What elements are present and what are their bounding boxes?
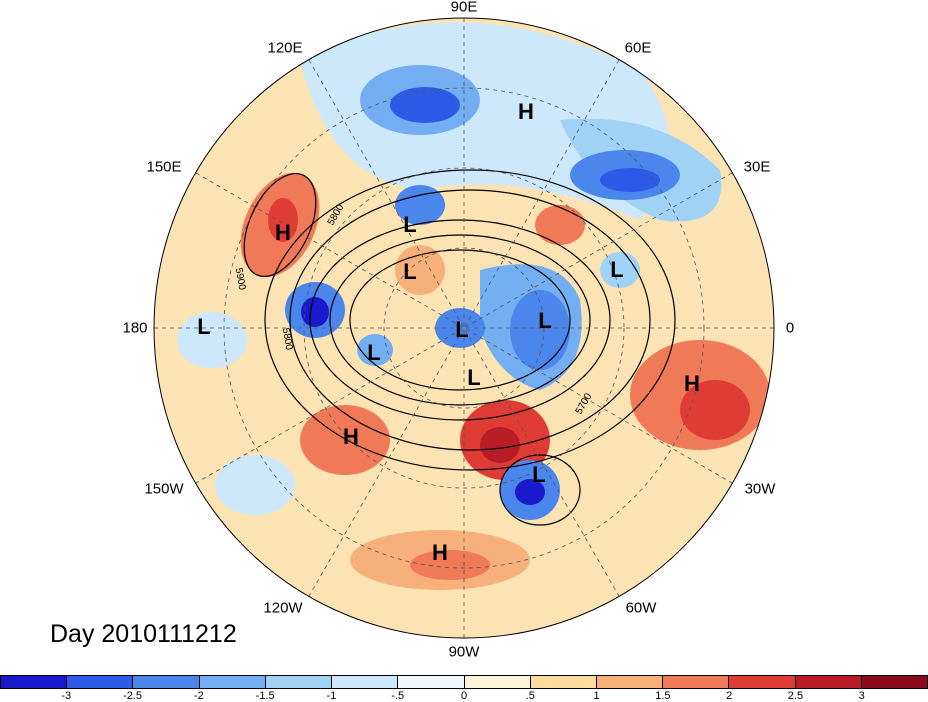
lon-label-30w: 30W (744, 480, 776, 498)
colorbar-segment (398, 676, 465, 688)
colorbar-segment (1, 676, 68, 688)
low-center: L (538, 308, 552, 333)
date-title: Day 2010111212 (50, 620, 237, 648)
high-center: H (684, 371, 700, 396)
lon-label-150e: 150E (146, 158, 182, 176)
high-center: H (432, 540, 448, 565)
high-center: H (343, 424, 359, 449)
colorbar-tick-label: -.5 (391, 690, 405, 702)
colorbar-tick-label: 3 (858, 690, 865, 702)
colorbar-tick-label: -1.5 (255, 690, 275, 702)
colorbar-tick-label: .5 (525, 690, 535, 702)
colorbar (0, 675, 928, 689)
colorbar-segment (332, 676, 399, 688)
lon-label-120e: 120E (267, 39, 303, 57)
colorbar-tick-label: -3 (61, 690, 72, 702)
colorbar-tick-label: -2.5 (123, 690, 143, 702)
low-center: L (455, 317, 469, 342)
anomaly-field (154, 18, 774, 638)
low-center: L (403, 212, 417, 237)
colorbar-tick-label: 1.5 (655, 690, 671, 702)
colorbar-tick-label: -1 (326, 690, 337, 702)
colorbar-tick-label: 2.5 (787, 690, 804, 702)
colorbar-segment (663, 676, 730, 688)
lon-label-90w: 90W (448, 643, 480, 661)
lon-label-180: 180 (122, 319, 148, 337)
colorbar-tick-label: 2 (726, 690, 733, 702)
colorbar-segment (67, 676, 134, 688)
lon-label-120w: 120W (263, 599, 303, 617)
lon-label-150w: 150W (144, 480, 184, 498)
colorbar-segment (729, 676, 796, 688)
colorbar-segment (795, 676, 862, 688)
map-border (153, 17, 775, 639)
low-center: L (532, 462, 546, 487)
lon-label-0: 0 (785, 319, 795, 337)
colorbar-segment (133, 676, 200, 688)
colorbar-segment (265, 676, 333, 688)
lon-label-90e: 90E (450, 0, 478, 16)
low-center: L (403, 259, 417, 284)
low-center: L (197, 314, 211, 339)
high-center: H (518, 99, 534, 124)
colorbar-segment (596, 676, 664, 688)
colorbar-tick-label: -2 (193, 690, 204, 702)
low-center: L (367, 340, 381, 365)
colorbar-segment (861, 676, 928, 688)
colorbar-tick-label: 0 (460, 690, 468, 702)
low-center: L (467, 365, 481, 390)
colorbar-segment (464, 676, 531, 688)
graticule (154, 18, 774, 638)
lon-label-60e: 60E (624, 39, 652, 57)
colorbar-segment (530, 676, 597, 688)
colorbar-tick-label: 1 (593, 690, 600, 702)
high-center: H (275, 220, 291, 245)
lon-label-60w: 60W (625, 599, 657, 617)
lon-label-30e: 30E (743, 158, 771, 176)
low-center: L (610, 257, 624, 282)
colorbar-segment (199, 676, 266, 688)
height-contours (243, 169, 676, 526)
